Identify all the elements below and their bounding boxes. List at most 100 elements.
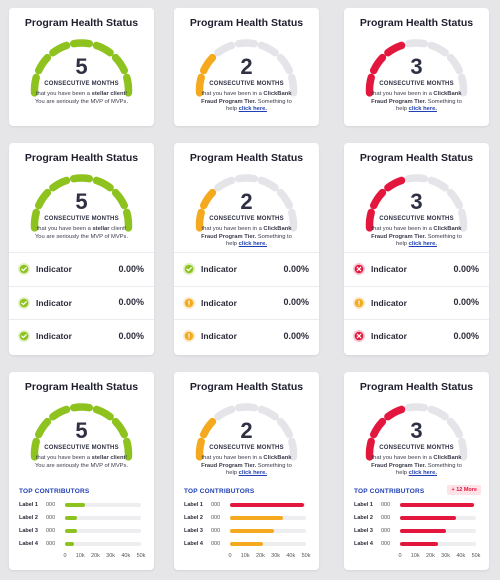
gauge-segment: [234, 403, 259, 412]
text: that you have been in a: [201, 91, 264, 97]
indicator-value: 0.00%: [453, 297, 479, 307]
gauge-segment: [276, 417, 294, 439]
gauge-segment: [214, 405, 236, 421]
text: Something to help: [396, 233, 462, 248]
gauge-segment: [49, 405, 71, 421]
bar: [400, 503, 475, 507]
gauge-segment: [446, 188, 464, 210]
description: that you have been in a ClickBank Fraud …: [369, 226, 464, 249]
gauge-segment: [276, 53, 294, 75]
value: 5: [75, 54, 88, 79]
indicator-value: 0.00%: [283, 263, 309, 274]
card: Program Health Status 2 CONSECUTIVE MONTHS…: [174, 8, 319, 126]
tick-label: 10k: [240, 553, 250, 559]
value: 3: [410, 189, 423, 214]
card-title: Program Health Status: [24, 17, 139, 29]
description: that you have been a stellar client! You…: [34, 91, 129, 106]
gauge-segment: [49, 41, 71, 57]
text: ClickBank Fraud Program Tier.: [371, 455, 462, 469]
tick-label: 30k: [441, 553, 451, 559]
bar: [230, 542, 264, 546]
indicator-label: Indicator: [36, 264, 72, 274]
gauge-segment: [384, 41, 406, 57]
icon-glyph: [21, 267, 27, 272]
row-amount: 000: [381, 527, 391, 534]
indicator-value: 0.00%: [118, 330, 144, 341]
card: Program Health Status 2 CONSECUTIVE MONTHS…: [174, 143, 319, 355]
description: that you have been a stellar client! You…: [34, 226, 129, 241]
icon-glyph: [356, 266, 362, 272]
gauge-segment: [427, 41, 449, 57]
link[interactable]: click here.: [408, 241, 437, 247]
text: stellar client: [91, 91, 126, 97]
indicator-label: Indicator: [371, 264, 407, 274]
tick-label: 50k: [136, 553, 146, 559]
icon-glyph: [186, 267, 192, 272]
gauge-segment: [199, 417, 217, 439]
text: that you have been in a: [201, 455, 264, 461]
value-label: CONSECUTIVE MONTHS: [44, 216, 119, 222]
divider: [174, 252, 319, 253]
value: 2: [240, 54, 253, 79]
card-title: Program Health Status: [359, 381, 474, 393]
icon-glyph: [21, 334, 27, 339]
gauge-segment: [369, 188, 387, 210]
bar-track: [230, 542, 306, 546]
value: 5: [75, 189, 88, 214]
value-label: CONSECUTIVE MONTHS: [44, 445, 119, 451]
row-label: Label 1: [184, 501, 203, 508]
gauge: [365, 174, 468, 232]
gauge-segment: [214, 41, 236, 57]
row-amount: 000: [381, 540, 391, 547]
row-amount: 000: [381, 514, 391, 521]
row-label: Label 4: [184, 540, 203, 547]
status-icon: [353, 263, 365, 275]
gauge-segment: [69, 174, 94, 183]
divider: [174, 285, 319, 287]
row-amount: 000: [381, 501, 391, 508]
indicator-label: Indicator: [371, 297, 407, 308]
gauge-segment: [369, 53, 387, 75]
bar-track: [65, 529, 141, 533]
row-amount: 000: [46, 514, 56, 521]
gauge-segment: [404, 39, 429, 48]
gauge-segment: [123, 208, 133, 232]
link[interactable]: click here.: [238, 241, 267, 247]
more-badge[interactable]: + 12 More: [447, 485, 481, 495]
indicator-value: 0.00%: [453, 330, 479, 341]
tick-label: 10k: [75, 553, 85, 559]
gauge-segment: [34, 188, 52, 210]
status-icon: [353, 330, 365, 342]
status-icon: [353, 296, 365, 309]
gauge-segment: [257, 41, 279, 57]
gauge-segment: [458, 437, 468, 461]
text: that you have been in a: [371, 455, 434, 461]
indicator-label: Indicator: [36, 297, 72, 308]
gauge-segment: [199, 53, 217, 75]
tick-label: 20k: [425, 553, 435, 559]
divider: [174, 319, 319, 320]
status-icon: [18, 330, 30, 342]
gauge-segment: [123, 437, 133, 461]
link[interactable]: click here.: [238, 106, 267, 112]
gauge-segment: [69, 403, 94, 412]
value: 3: [410, 54, 423, 79]
text: that you have been a: [35, 91, 92, 97]
text: ClickBank Fraud Program Tier.: [371, 226, 462, 240]
card-title: Program Health Status: [24, 152, 139, 164]
indicator-value: 0.00%: [283, 330, 309, 341]
gauge-segment: [34, 53, 52, 75]
gauge-segment: [257, 405, 279, 421]
gauge-segment: [276, 188, 294, 210]
link[interactable]: click here.: [408, 106, 437, 112]
link[interactable]: click here.: [408, 470, 437, 476]
value-label: CONSECUTIVE MONTHS: [44, 81, 119, 87]
gauge-segment: [69, 39, 94, 48]
link[interactable]: click here.: [238, 470, 267, 476]
value-label: CONSECUTIVE MONTHS: [379, 445, 454, 451]
gauge-segment: [92, 176, 114, 192]
indicator-label: Indicator: [201, 331, 237, 341]
card: Program Health Status 5 CONSECUTIVE MONTHS…: [9, 8, 154, 126]
bar: [230, 503, 305, 507]
